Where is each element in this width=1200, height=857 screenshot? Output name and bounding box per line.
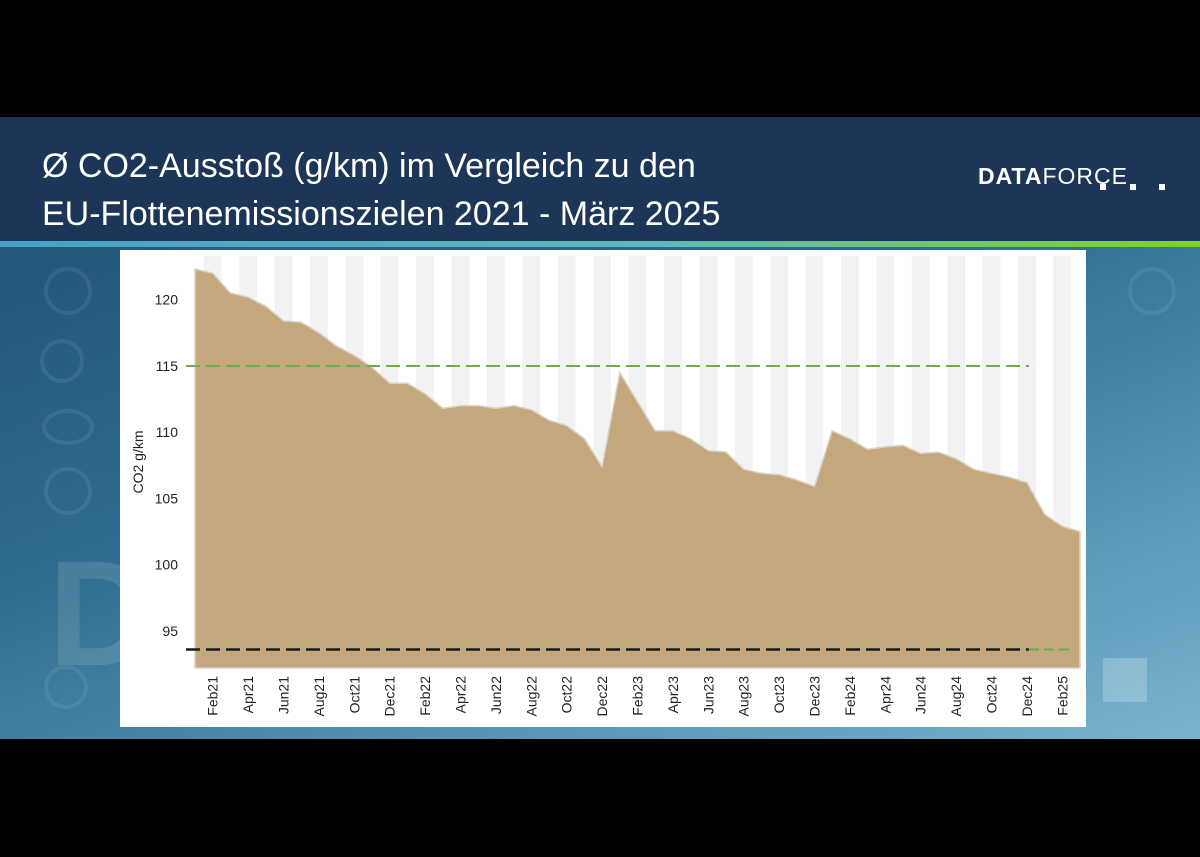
y-tick-label: 105 [155,490,179,506]
x-tick-label: Dec21 [382,676,398,717]
eye-icon [42,409,94,445]
gear-icon [44,665,88,709]
chart-panel: 95 100 105 110 115 120 CO2 g/km Feb21 Apr21 Jun21… [120,250,1086,727]
gear-icon [44,267,92,315]
x-tick-label: Apr24 [877,676,893,714]
y-axis-label: CO2 g/km [130,430,146,493]
co2-area-series [194,268,1081,669]
x-tick-label: Jun21 [276,676,292,714]
gear-icon [44,467,92,515]
logo-bold-text: DATA [978,163,1043,189]
page-title-line-2: EU-Flottenemissionszielen 2021 - März 20… [42,195,721,233]
x-tick-label: Aug24 [948,676,964,717]
x-tick-label: Jun22 [488,676,504,714]
x-tick-label: Oct21 [346,676,362,714]
logo-dot [1159,184,1165,190]
x-tick-label: Aug23 [736,676,752,717]
y-tick-label: 100 [155,557,179,573]
header-accent-bar [0,241,1200,247]
y-tick-label: 115 [156,358,179,374]
x-tick-label: Oct23 [771,676,787,714]
search-icon [40,339,84,383]
co2-area-chart: 95 100 105 110 115 120 CO2 g/km Feb21 Apr21 Jun21… [130,256,1081,717]
dataforce-logo: DATAFORCE [978,163,1128,190]
x-tick-label: Aug22 [523,676,539,717]
x-tick-label: Feb24 [842,676,858,716]
logo-dot [1130,184,1136,190]
x-tick-label: Feb21 [205,676,221,716]
logo-dot [1100,184,1106,190]
x-tick-label: Aug21 [311,676,327,717]
page-title-line-1: Ø CO2-Ausstoß (g/km) im Vergleich zu den [42,147,696,185]
x-tick-label: Oct22 [559,676,575,714]
x-tick-label: Feb25 [1054,676,1070,716]
x-tick-label: Dec22 [594,676,610,717]
x-tick-label: Apr22 [453,676,469,714]
logo-light-text: FORCE [1042,163,1128,189]
y-tick-label: 110 [156,424,179,440]
x-tick-label: Dec23 [807,676,823,717]
x-tick-label: Feb23 [630,676,646,716]
x-tick-label: Jun24 [913,676,929,714]
header-bar: Ø CO2-Ausstoß (g/km) im Vergleich zu den… [0,117,1200,241]
x-tick-label: Feb22 [417,676,433,716]
x-tick-label: Jun23 [700,676,716,714]
y-tick-label: 120 [155,292,179,308]
x-tick-label: Apr21 [240,676,256,714]
x-tick-label: Apr23 [665,676,681,714]
gear-icon [1128,267,1176,315]
decorative-square [1103,658,1147,702]
x-tick-label: Oct24 [984,676,1000,714]
y-tick-label: 95 [162,623,178,639]
x-tick-label: Dec24 [1019,676,1035,717]
